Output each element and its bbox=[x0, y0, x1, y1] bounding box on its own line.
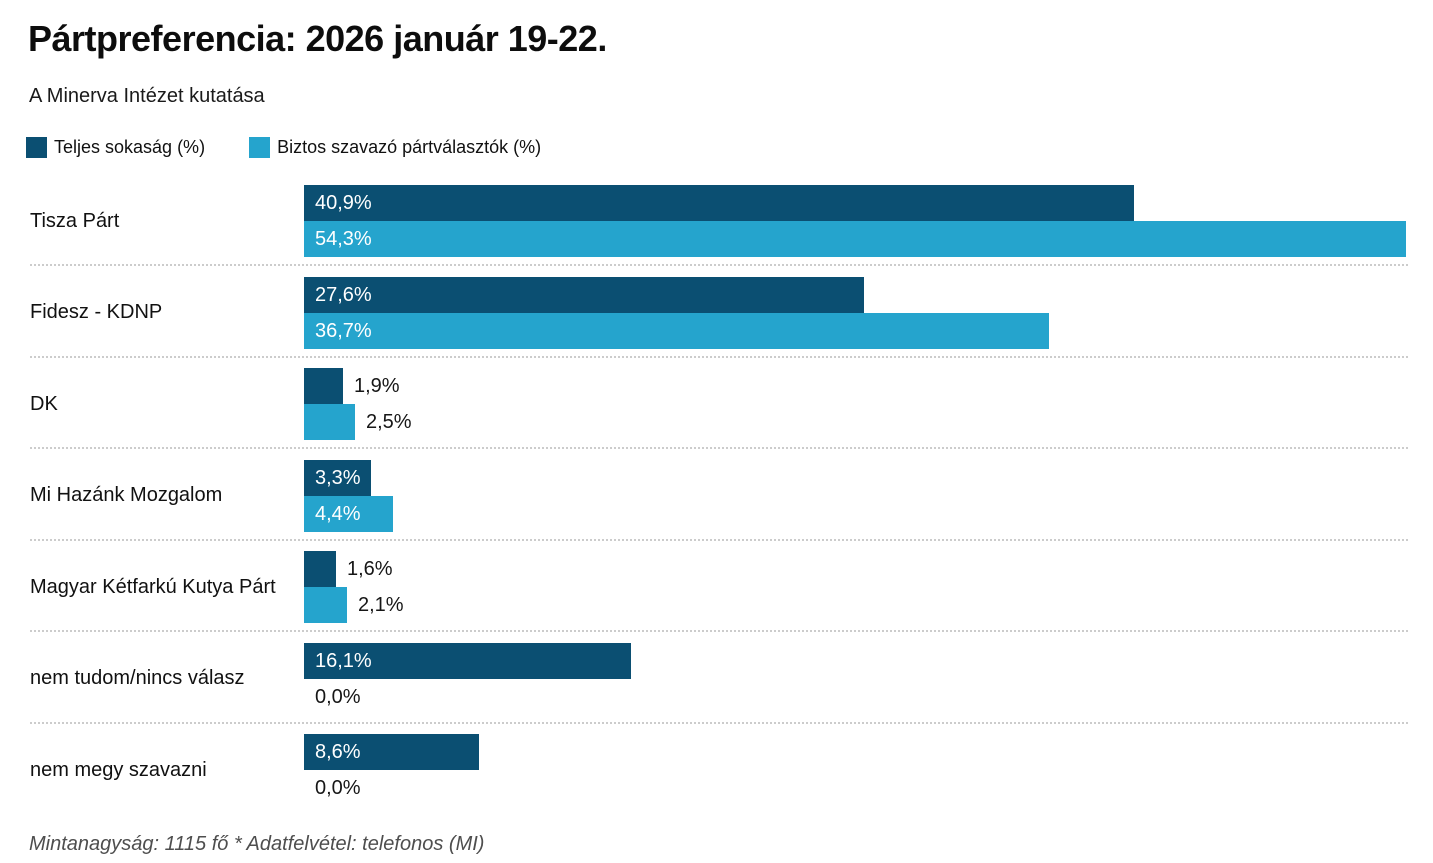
row-separator bbox=[30, 538, 1408, 541]
bar-total-population bbox=[304, 368, 343, 404]
value-label: 2,5% bbox=[366, 411, 412, 433]
category-label: DK bbox=[30, 392, 58, 415]
bar-group: 40,9% 54,3% bbox=[304, 185, 1433, 257]
row-separator bbox=[30, 721, 1408, 724]
bar-chart: Tisza Párt 40,9% 54,3% Fidesz - KDNP 27,… bbox=[0, 185, 1433, 825]
bar-group: 27,6% 36,7% bbox=[304, 276, 1433, 349]
chart-row: nem megy szavazni 8,6% 0,0% bbox=[0, 734, 1433, 806]
legend-label: Biztos szavazó pártválasztók (%) bbox=[277, 137, 542, 157]
bar-total-population: 16,1% bbox=[304, 642, 631, 679]
bar-group: 1,9% 2,5% bbox=[304, 368, 1433, 440]
legend-label: Teljes sokaság (%) bbox=[54, 137, 206, 157]
value-label: 0,0% bbox=[315, 777, 361, 799]
bar-decided-voters: 36,7% bbox=[304, 312, 1049, 349]
bar-decided-voters bbox=[304, 404, 355, 440]
chart-subtitle: A Minerva Intézet kutatása bbox=[29, 85, 265, 107]
chart-row: Mi Hazánk Mozgalom 3,3% 4,4% bbox=[0, 459, 1433, 541]
chart-row: Magyar Kétfarkú Kutya Párt 1,6% 2,1% bbox=[0, 551, 1433, 632]
bar-total-population bbox=[304, 551, 336, 587]
value-label: 54,3% bbox=[315, 228, 372, 250]
chart-row: Tisza Párt 40,9% 54,3% bbox=[0, 185, 1433, 266]
footnote: Mintanagyság: 1115 fő * Adatfelvétel: te… bbox=[29, 833, 485, 855]
legend-swatch-light-icon bbox=[249, 137, 271, 158]
bar-total-population: 8,6% bbox=[304, 734, 479, 770]
value-label: 36,7% bbox=[315, 319, 372, 342]
chart-row: DK 1,9% 2,5% bbox=[0, 368, 1433, 449]
bar-group: 1,6% 2,1% bbox=[304, 551, 1433, 623]
legend-item-decided-voters: Biztos szavazó pártválasztók (%) bbox=[249, 137, 541, 158]
category-label: Fidesz - KDNP bbox=[30, 301, 163, 323]
value-label: 40,9% bbox=[315, 192, 372, 214]
value-label: 1,6% bbox=[347, 558, 393, 580]
value-label: 0,0% bbox=[315, 685, 361, 708]
bar-decided-voters bbox=[304, 587, 347, 623]
value-label: 8,6% bbox=[315, 741, 361, 763]
value-label: 4,4% bbox=[315, 502, 361, 525]
legend-item-total-population: Teljes sokaság (%) bbox=[26, 137, 205, 158]
value-label: 27,6% bbox=[315, 283, 372, 306]
bar-decided-voters: 4,4% bbox=[304, 495, 393, 532]
bar-group: 3,3% 4,4% bbox=[304, 459, 1433, 532]
legend: Teljes sokaság (%) Biztos szavazó pártvá… bbox=[26, 137, 541, 158]
category-label: Tisza Párt bbox=[30, 209, 120, 232]
bar-group: 16,1% 0,0% bbox=[304, 642, 1433, 715]
category-label: nem tudom/nincs válasz bbox=[30, 667, 245, 689]
value-label: 1,9% bbox=[354, 375, 400, 397]
chart-row: Fidesz - KDNP 27,6% 36,7% bbox=[0, 276, 1433, 358]
chart-row: nem tudom/nincs válasz 16,1% 0,0% bbox=[0, 642, 1433, 724]
bar-total-population: 27,6% bbox=[304, 276, 864, 313]
bar-total-population: 3,3% bbox=[304, 459, 371, 496]
value-label: 3,3% bbox=[315, 466, 361, 489]
row-separator bbox=[30, 355, 1408, 358]
category-label: Mi Hazánk Mozgalom bbox=[30, 484, 223, 506]
bar-decided-voters: 54,3% bbox=[304, 221, 1406, 257]
row-separator bbox=[30, 630, 1408, 632]
category-label: nem megy szavazni bbox=[30, 758, 207, 781]
legend-swatch-dark-icon bbox=[26, 137, 47, 158]
value-label: 2,1% bbox=[358, 594, 404, 616]
row-separator bbox=[30, 264, 1408, 266]
category-label: Magyar Kétfarkú Kutya Párt bbox=[30, 575, 276, 598]
bar-group: 8,6% 0,0% bbox=[304, 734, 1433, 806]
page-title: Pártpreferencia: 2026 január 19-22. bbox=[28, 18, 607, 59]
bar-total-population: 40,9% bbox=[304, 185, 1134, 221]
value-label: 16,1% bbox=[315, 649, 372, 672]
row-separator bbox=[30, 447, 1408, 449]
